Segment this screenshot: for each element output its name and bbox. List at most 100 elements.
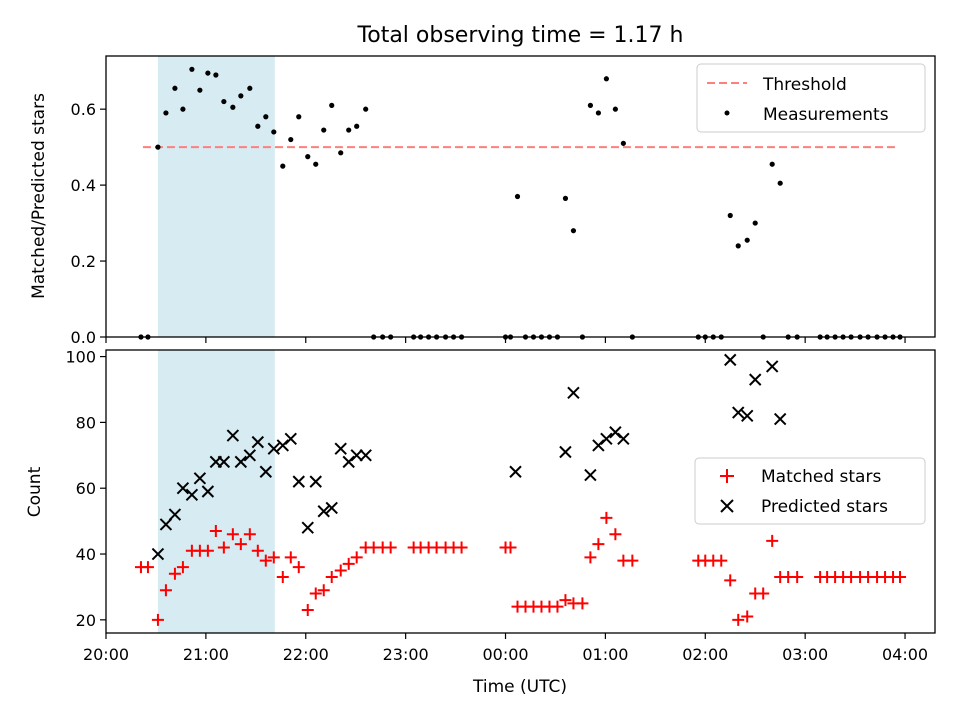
measurement-point: [280, 163, 286, 169]
measurement-point: [570, 228, 577, 234]
predicted-stars-point: [567, 386, 580, 399]
matched-stars-point: [168, 567, 181, 580]
measurement-point: [587, 102, 594, 108]
observing-window-shade: [157, 56, 275, 337]
matched-stars-point: [267, 551, 280, 564]
predicted-stars-point: [251, 435, 265, 449]
count-axes-frame: [105, 349, 936, 634]
measurement-point: [735, 243, 741, 249]
measurement-point: [363, 106, 369, 112]
y-tick-label: 40: [76, 545, 96, 564]
count-legend-box: [694, 457, 926, 525]
ratio-legend-box: [696, 63, 926, 133]
legend-measurements-swatch: [724, 110, 730, 116]
chart-title: Total observing time = 1.17 h: [357, 23, 684, 48]
matched-stars-point: [609, 528, 622, 541]
measurement-point: [612, 106, 618, 112]
measurement-point: [338, 150, 344, 156]
matched-stars-point: [592, 538, 605, 551]
matched-stars-point: [317, 584, 330, 597]
matched-stars-point: [766, 534, 779, 547]
measurement-point: [744, 237, 750, 243]
matched-stars-point: [894, 571, 907, 584]
measurement-point: [288, 136, 294, 143]
predicted-stars-point: [559, 445, 572, 459]
matched-stars-point: [209, 524, 222, 537]
measurement-point: [296, 114, 302, 120]
x-tick-label: 20:00: [83, 645, 129, 664]
y-tick-label: 60: [76, 479, 96, 498]
measurement-point: [172, 85, 178, 91]
predicted-stars-point: [749, 373, 762, 386]
matched-stars-point: [226, 528, 239, 541]
measurement-point: [247, 85, 253, 91]
predicted-stars-point: [325, 501, 338, 515]
measurement-point: [562, 195, 569, 201]
matched-stars-point: [741, 610, 754, 623]
matched-stars-point: [301, 603, 314, 616]
x-tick-label: 03:00: [782, 645, 828, 664]
y-tick-label: 0.4: [71, 176, 96, 195]
matched-stars-point: [251, 544, 264, 557]
predicted-stars-point: [168, 508, 182, 521]
legend-predicted-label: Predicted stars: [761, 497, 888, 517]
x-tick-label: 22:00: [283, 645, 329, 664]
matched-stars-point: [455, 541, 468, 554]
matched-stars-point: [350, 551, 363, 564]
predicted-stars-point: [259, 465, 273, 478]
matched-stars-point: [325, 571, 338, 584]
y-tick-label: 20: [76, 611, 96, 630]
measurement-point: [346, 127, 352, 133]
matched-stars-point: [151, 613, 164, 626]
measurement-point: [155, 144, 161, 150]
predicted-stars-point: [309, 475, 322, 488]
measurement-point: [305, 154, 311, 160]
matched-stars-point: [141, 561, 154, 574]
matched-stars-point: [284, 551, 297, 564]
predicted-stars-point: [334, 442, 347, 455]
matched-stars-point: [234, 538, 247, 551]
measurement-point: [255, 123, 261, 129]
measurement-point: [514, 193, 521, 200]
count-ylabel: Count: [25, 466, 45, 517]
measurement-point: [752, 220, 758, 226]
measurement-point: [238, 93, 244, 99]
matched-stars-point: [309, 587, 322, 600]
matched-stars-point: [259, 554, 272, 567]
x-tick-label: 21:00: [183, 645, 229, 664]
predicted-stars-point: [773, 412, 787, 426]
predicted-stars-point: [765, 360, 779, 373]
matched-stars-point: [504, 541, 517, 554]
y-tick-label: 80: [76, 413, 96, 432]
measurement-point: [163, 110, 169, 116]
measurement-point: [595, 110, 602, 116]
y-tick-label: 100: [65, 348, 96, 367]
predicted-stars-point: [243, 449, 257, 462]
measurement-point: [205, 70, 211, 76]
predicted-stars-point: [509, 465, 522, 478]
matched-stars-point: [201, 544, 214, 557]
legend-predicted-swatch: [720, 499, 734, 513]
matched-stars-point: [600, 511, 613, 524]
observing-window-shade: [157, 350, 275, 633]
legend-matched-swatch: [720, 469, 734, 483]
legend-matched-label: Matched stars: [761, 467, 881, 487]
x-tick-label: 04:00: [882, 645, 928, 664]
predicted-stars-point: [600, 432, 613, 446]
legend-measurements-label: Measurements: [763, 105, 889, 125]
x-tick-label: 23:00: [383, 645, 429, 664]
matched-stars-point: [757, 587, 770, 600]
predicted-stars-point: [267, 442, 281, 455]
measurement-point: [727, 212, 733, 219]
x-tick-label: 00:00: [482, 645, 528, 664]
y-tick-label: 0.0: [71, 328, 96, 347]
measurement-point: [221, 98, 227, 105]
measurement-point: [271, 129, 277, 135]
ratio-ylabel: Matched/Predicted stars: [29, 93, 49, 299]
predicted-stars-point: [159, 518, 173, 531]
measurement-point: [213, 72, 219, 78]
ratio-legend: Threshold Measurements: [696, 63, 926, 133]
count-panel: 20 40 60 80 100 20:00 21:00 22:00 23:00 00:00 01:…: [25, 348, 936, 697]
legend-threshold-label: Threshold: [762, 75, 847, 95]
y-tick-label: 0.6: [71, 100, 96, 119]
